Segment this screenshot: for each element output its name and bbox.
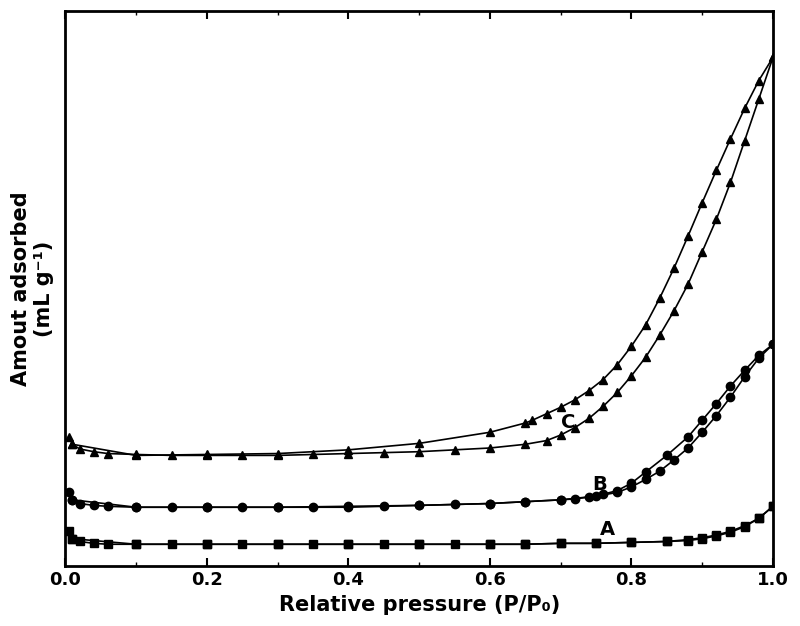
Text: A: A (600, 520, 614, 539)
Text: C: C (561, 413, 575, 433)
Text: B: B (593, 475, 607, 495)
Y-axis label: Amout adsorbed
(mL g⁻¹): Amout adsorbed (mL g⁻¹) (11, 192, 54, 386)
X-axis label: Relative pressure (P/P₀): Relative pressure (P/P₀) (278, 595, 560, 615)
